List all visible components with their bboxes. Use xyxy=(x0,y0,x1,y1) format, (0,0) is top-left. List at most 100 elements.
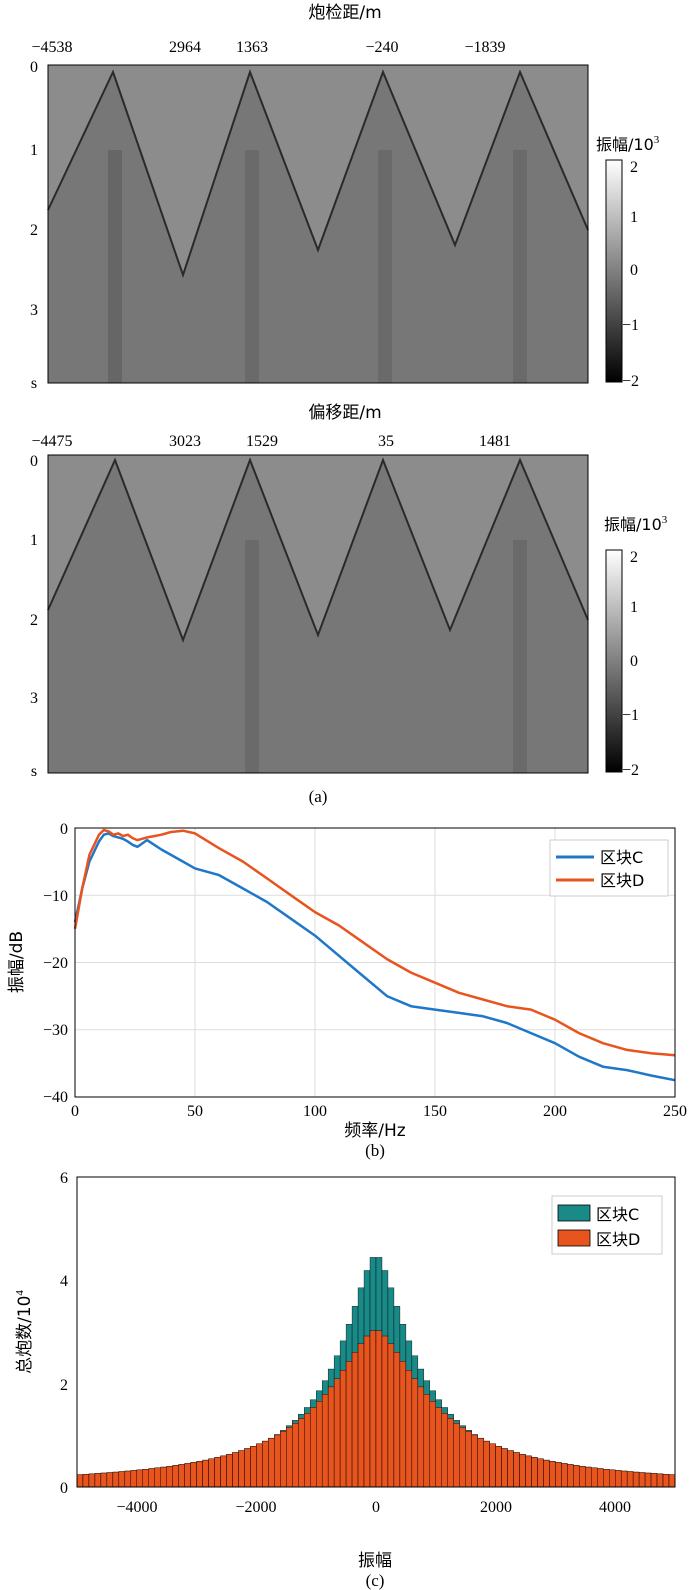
panel-c-bar-d xyxy=(214,1457,221,1488)
panel-c-bar-d xyxy=(543,1459,550,1488)
panel-c-bar-d xyxy=(441,1413,448,1488)
panel-a-top-cb-tick-1: 1 xyxy=(630,209,638,226)
panel-b-caption: (b) xyxy=(365,1141,385,1160)
panel-c-bar-d xyxy=(160,1466,167,1488)
panel-c-bar-d xyxy=(351,1352,359,1488)
panel-c-bar-d xyxy=(321,1394,329,1488)
panel-c-legend-swatch-c xyxy=(557,1204,591,1222)
panel-c-bar-d xyxy=(632,1471,640,1488)
panel-c-bar-d xyxy=(310,1407,317,1488)
panel-c-bar-d xyxy=(423,1394,431,1488)
panel-b-ytick: −40 xyxy=(43,1089,68,1106)
panel-a-bottom-ytick-0: 0 xyxy=(30,453,38,470)
panel-a-top-ytick-0: 0 xyxy=(30,59,38,76)
panel-c-bar-d xyxy=(597,1468,604,1488)
panel-c-bar-d xyxy=(549,1461,556,1488)
panel-c-bar-d xyxy=(591,1467,598,1488)
panel-c-ytick: 6 xyxy=(60,1170,68,1187)
panel-c-bar-d xyxy=(656,1473,664,1488)
panel-c-bar-d xyxy=(208,1458,215,1488)
panel-c-bar-d xyxy=(268,1437,275,1488)
panel-c-bar-d xyxy=(232,1452,239,1488)
panel-c-bar-d xyxy=(513,1452,520,1488)
panel-c-bar-d xyxy=(561,1463,568,1488)
panel-c-bar-d xyxy=(256,1443,263,1488)
panel-a-bottom-ytick-1: 1 xyxy=(30,532,38,549)
panel-c-bar-d xyxy=(244,1448,251,1488)
panel-a-bottom-yticks: 0 1 2 3 s xyxy=(30,453,38,780)
panel-b-xtick: 50 xyxy=(187,1103,203,1120)
panel-b-ytick: −10 xyxy=(43,888,68,905)
panel-c-bar-d xyxy=(555,1462,562,1488)
panel-c-bar-d xyxy=(106,1472,114,1488)
panel-c-bar-d xyxy=(567,1464,574,1488)
panel-c-bar-d xyxy=(603,1469,610,1488)
panel-c-bar-d xyxy=(250,1446,257,1488)
panel-c-legend-swatch-d xyxy=(557,1229,591,1247)
panel-c-bar-d xyxy=(262,1440,269,1488)
panel-c-legend-label-d: 区块D xyxy=(596,1230,640,1249)
panel-c-bar-d xyxy=(154,1467,161,1488)
panel-a-bottom-title: 偏移距/m xyxy=(308,403,381,423)
panel-a-top-tick-2: 2964 xyxy=(169,39,201,56)
panel-b-xtick: 250 xyxy=(663,1103,687,1120)
panel-c-bar-d xyxy=(447,1418,454,1488)
panel-c-bar-d xyxy=(82,1474,90,1488)
panel-c-bar-d xyxy=(668,1474,676,1488)
panel-c-bar-d xyxy=(519,1454,526,1488)
panel-b-plot-frame xyxy=(74,827,676,1098)
panel-a-top-cb-tick-m1: −1 xyxy=(622,317,639,334)
panel-c-bar-d xyxy=(375,1330,383,1488)
panel-b-legend: 区块C 区块D xyxy=(549,839,669,897)
panel-c-bar-d xyxy=(531,1457,538,1488)
panel-c-bar-d xyxy=(202,1459,209,1488)
panel-c-bar-d xyxy=(280,1431,287,1488)
panel-a-bottom-ytick-s: s xyxy=(31,763,37,780)
panel-c-x-ticks: −4000 −2000 0 2000 4000 xyxy=(116,1499,631,1516)
panel-a-top-tick-3: 1363 xyxy=(236,39,268,56)
panel-c-bar-d xyxy=(537,1458,544,1488)
panel-c-bar-d xyxy=(489,1443,496,1488)
panel-c-bar-d xyxy=(333,1378,341,1488)
panel-c-bar-d xyxy=(399,1361,407,1488)
panel-a-top-ytick-3: 3 xyxy=(30,302,38,319)
panel-c-xtick: 0 xyxy=(372,1499,380,1516)
panel-c-y-ticks: 0 2 4 6 xyxy=(60,1170,68,1497)
panel-c-bar-d xyxy=(585,1466,592,1488)
panel-a-bottom-tick-3: 1529 xyxy=(246,433,278,450)
panel-c-y-axis-label: 总炮数/104 xyxy=(14,1290,35,1374)
panel-c-bars xyxy=(76,1257,676,1488)
panel-c-bar-d xyxy=(620,1470,628,1488)
panel-c-bar-d xyxy=(292,1423,299,1488)
panel-b-y-axis-label: 振幅/dB xyxy=(7,931,27,993)
panel-c-bar-d xyxy=(172,1465,179,1488)
panel-c-bar-d xyxy=(118,1471,126,1488)
panel-a-top-tick-5: −1839 xyxy=(464,39,505,56)
panel-c-bar-d xyxy=(662,1474,670,1488)
panel-c-bar-d xyxy=(339,1370,347,1488)
panel-b-xtick: 150 xyxy=(423,1103,447,1120)
panel-c-bar-d xyxy=(184,1463,191,1488)
panel-c-x-axis-label: 振幅 xyxy=(358,1551,392,1571)
panel-b-ytick: 0 xyxy=(60,821,68,838)
panel-a-bottom-colorbar: 振幅/103 2 1 0 −1 −2 xyxy=(604,514,668,779)
panel-c-bar-d xyxy=(100,1472,108,1488)
panel-b-xtick: 0 xyxy=(71,1103,79,1120)
panel-b-series-lines xyxy=(73,828,676,1082)
panel-b-y-ticks: 0 −10 −20 −30 −40 xyxy=(43,821,68,1106)
panel-c-ytick: 4 xyxy=(60,1273,68,1290)
panel-c-bar-d xyxy=(453,1423,460,1488)
panel-c-bar-d xyxy=(226,1454,233,1488)
panel-c-bar-d xyxy=(465,1431,472,1488)
panel-c-bar-d xyxy=(525,1455,532,1488)
panel-a-bottom-ytick-3: 3 xyxy=(30,690,38,707)
panel-a-bottom: 偏移距/m −4475 3023 1529 35 1481 0 1 2 3 s … xyxy=(30,403,668,780)
panel-c-bar-d xyxy=(345,1361,353,1488)
panel-a-bottom-ytick-2: 2 xyxy=(30,612,38,629)
panel-c-bar-d xyxy=(220,1455,227,1488)
panel-a-bottom-colorbar-label: 振幅/103 xyxy=(604,514,668,534)
panel-c-bar-d xyxy=(369,1330,377,1488)
panel-c-bar-d xyxy=(579,1466,586,1488)
panel-c-xtick: −4000 xyxy=(116,1499,157,1516)
